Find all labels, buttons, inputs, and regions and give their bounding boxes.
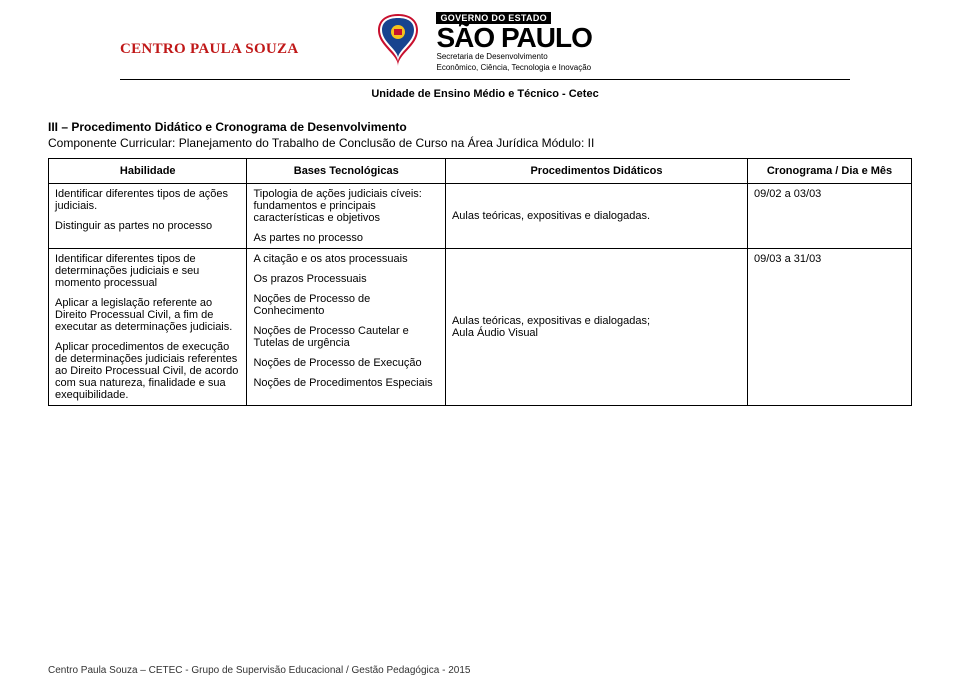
component-line: Componente Curricular: Planejamento do T…: [48, 136, 912, 150]
cell-cron-2: 09/03 a 31/03: [748, 248, 912, 405]
cell-proc-2: Aulas teóricas, expositivas e dialogadas…: [445, 248, 747, 405]
th-habilidade: Habilidade: [49, 158, 247, 183]
page-header: CENTRO PAULA SOUZA GOVERNO DO ESTADO SÃO…: [0, 0, 960, 73]
logo-centro-paula-souza: CENTRO PAULA SOUZA: [120, 40, 298, 58]
cell-cron-1: 09/02 a 03/03: [748, 183, 912, 248]
hab2-p2: Aplicar a legislação referente ao Direit…: [55, 297, 240, 333]
proc2-l2: Aula Áudio Visual: [452, 327, 741, 339]
cell-habilidade-1: Identificar diferentes tipos de ações ju…: [49, 183, 247, 248]
main-content: III – Procedimento Didático e Cronograma…: [0, 102, 960, 406]
page-footer: Centro Paula Souza – CETEC - Grupo de Su…: [48, 665, 470, 676]
section-title: III – Procedimento Didático e Cronograma…: [48, 120, 912, 134]
curriculum-table: Habilidade Bases Tecnológicas Procedimen…: [48, 158, 912, 406]
table-row: Identificar diferentes tipos de ações ju…: [49, 183, 912, 248]
cron1: 09/02 a 03/03: [754, 188, 821, 200]
base2-p3: Noções de Processo de Conhecimento: [253, 293, 438, 317]
hab2-p3: Aplicar procedimentos de execução de det…: [55, 341, 240, 401]
cell-bases-1: Tipologia de ações judiciais cíveis: fun…: [247, 183, 445, 248]
unit-label: Unidade de Ensino Médio e Técnico - Cete…: [371, 88, 598, 100]
proc1: Aulas teóricas, expositivas e dialogadas…: [452, 210, 650, 222]
th-bases: Bases Tecnológicas: [247, 158, 445, 183]
th-procedimentos: Procedimentos Didáticos: [445, 158, 747, 183]
gov-text-block: GOVERNO DO ESTADO SÃO PAULO Secretaria d…: [436, 10, 591, 73]
logo-governo-sp: GOVERNO DO ESTADO SÃO PAULO Secretaria d…: [368, 10, 591, 73]
cell-proc-1: Aulas teóricas, expositivas e dialogadas…: [445, 183, 747, 248]
base2-p1: A citação e os atos processuais: [253, 253, 438, 265]
base2-p6: Noções de Procedimentos Especiais: [253, 377, 438, 389]
table-header-row: Habilidade Bases Tecnológicas Procedimen…: [49, 158, 912, 183]
cell-bases-2: A citação e os atos processuais Os prazo…: [247, 248, 445, 405]
secretaria-line1: Secretaria de Desenvolvimento: [436, 52, 591, 62]
secretaria-line2: Econômico, Ciência, Tecnologia e Inovaçã…: [436, 63, 591, 73]
base1-p2: As partes no processo: [253, 232, 438, 244]
proc2-l1: Aulas teóricas, expositivas e dialogadas…: [452, 315, 741, 327]
unit-line: Unidade de Ensino Médio e Técnico - Cete…: [120, 79, 850, 102]
hab2-p1: Identificar diferentes tipos de determin…: [55, 253, 240, 289]
sp-emblem-icon: [368, 10, 428, 70]
cron2: 09/03 a 31/03: [754, 253, 821, 265]
base2-p4: Noções de Processo Cautelar e Tutelas de…: [253, 325, 438, 349]
base1-p1: Tipologia de ações judiciais cíveis: fun…: [253, 188, 438, 224]
base2-p2: Os prazos Processuais: [253, 273, 438, 285]
hab1-p2: Distinguir as partes no processo: [55, 220, 240, 232]
logo-left-text: CENTRO PAULA SOUZA: [120, 41, 298, 57]
sao-paulo-wordmark: SÃO PAULO: [436, 26, 591, 50]
table-row: Identificar diferentes tipos de determin…: [49, 248, 912, 405]
base2-p5: Noções de Processo de Execução: [253, 357, 438, 369]
th-cronograma: Cronograma / Dia e Mês: [748, 158, 912, 183]
cell-habilidade-2: Identificar diferentes tipos de determin…: [49, 248, 247, 405]
hab1-p1: Identificar diferentes tipos de ações ju…: [55, 188, 240, 212]
